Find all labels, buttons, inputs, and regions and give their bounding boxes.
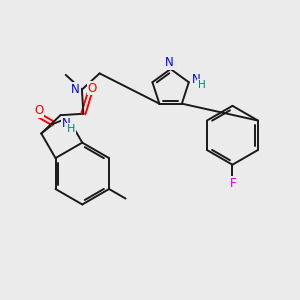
Text: F: F [230, 177, 237, 190]
Text: H: H [67, 124, 75, 134]
Text: N: N [62, 117, 71, 130]
Text: O: O [88, 82, 97, 94]
Text: N: N [165, 56, 173, 69]
Text: H: H [198, 80, 206, 90]
Text: O: O [34, 104, 43, 117]
Text: N: N [192, 74, 200, 86]
Text: N: N [71, 82, 80, 95]
